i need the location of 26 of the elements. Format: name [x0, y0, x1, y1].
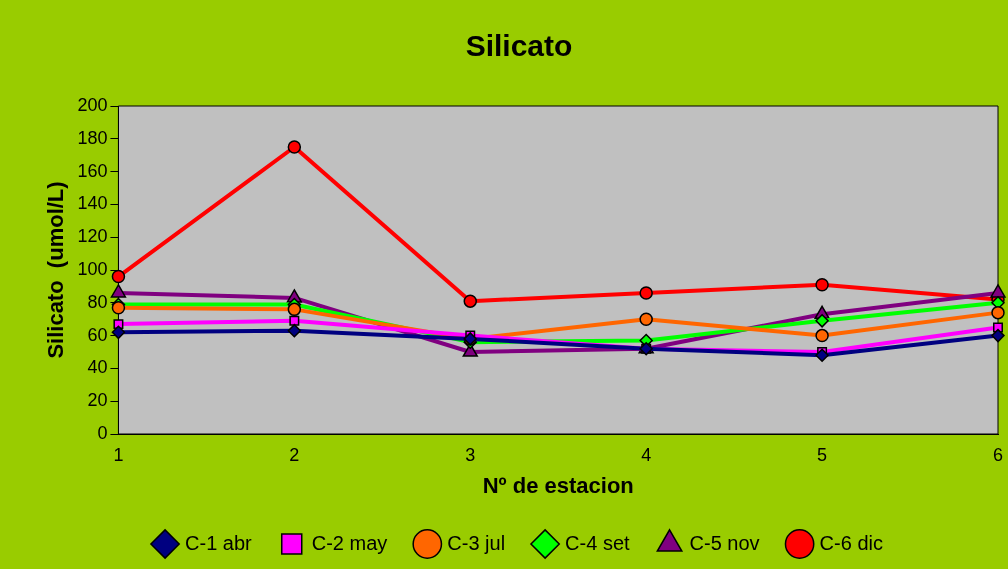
- legend-label: C-6 dic: [819, 531, 883, 554]
- y-tick-label: 80: [87, 291, 108, 312]
- y-tick-label: 0: [97, 422, 108, 443]
- x-tick-label: 6: [992, 444, 1004, 465]
- y-tick-label: 60: [87, 324, 108, 345]
- legend-label: C-5 nov: [689, 531, 760, 554]
- x-tick-label: 1: [113, 444, 124, 465]
- legend-label: C-1 abr: [185, 531, 253, 554]
- legend-label: C-2 may: [311, 531, 388, 554]
- x-tick-label: 2: [289, 444, 300, 465]
- x-axis-title: Nº de estacion: [482, 472, 634, 498]
- chart-title: Silicato: [465, 29, 573, 63]
- y-tick-label: 100: [77, 258, 108, 279]
- legend-label: C-3 jul: [447, 531, 506, 554]
- y-tick-label: 40: [87, 357, 108, 378]
- legend-label: C-4 set: [565, 531, 631, 554]
- y-tick-label: 200: [77, 94, 108, 115]
- y-tick-label: 160: [77, 160, 108, 181]
- x-tick-label: 4: [641, 444, 652, 465]
- x-tick-label: 5: [817, 444, 828, 465]
- y-tick-label: 180: [77, 127, 108, 148]
- y-axis-title: Silicato (umol/L): [43, 181, 69, 359]
- y-tick-label: 20: [87, 390, 108, 411]
- y-tick-label: 140: [77, 193, 108, 214]
- x-tick-label: 3: [465, 444, 476, 465]
- y-tick-label: 120: [77, 226, 108, 247]
